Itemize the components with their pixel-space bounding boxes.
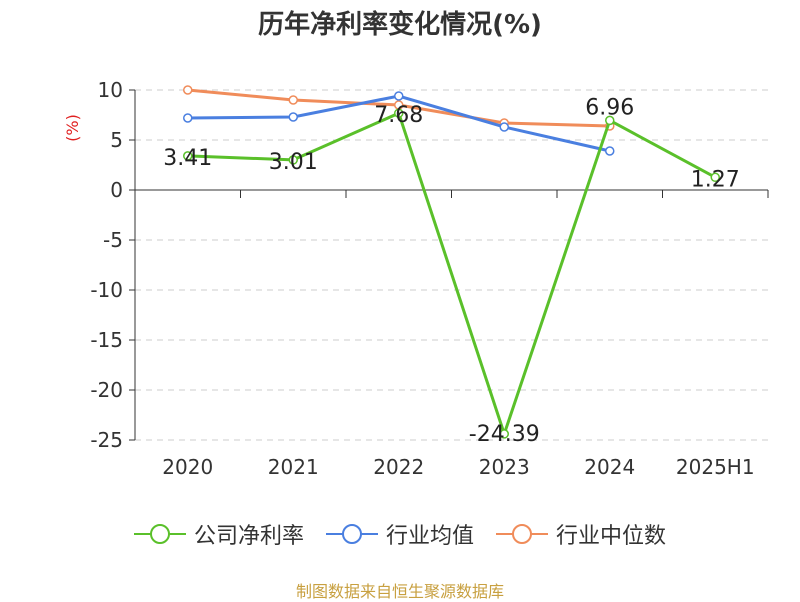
legend-marker-icon — [133, 524, 186, 544]
data-point — [605, 146, 615, 156]
legend-marker-icon — [325, 524, 378, 544]
data-point — [394, 91, 404, 101]
data-point — [183, 85, 193, 95]
data-label: 7.68 — [374, 103, 423, 128]
x-tick-label: 2023 — [479, 455, 530, 479]
data-point — [605, 115, 615, 126]
data-label: 6.96 — [585, 95, 634, 120]
legend-item: 行业均值 — [325, 518, 474, 550]
data-point — [710, 172, 720, 183]
x-tick-label: 2024 — [584, 455, 635, 479]
x-tick-label: 2021 — [268, 455, 319, 479]
grid-layer — [135, 89, 768, 441]
data-point — [394, 108, 404, 118]
legend-item: 行业中位数 — [496, 518, 666, 550]
y-tick-label: 0 — [110, 178, 123, 202]
x-tick-label: 2022 — [373, 455, 424, 479]
legend-label: 行业均值 — [385, 524, 474, 549]
data-label: 3.41 — [163, 146, 212, 171]
axis-layer: 10 5 0 -5 -10 -15 -20 -25 2020 2021 2022 2023 2024 20… — [90, 78, 769, 479]
x-tick-label: 2025H1 — [676, 455, 755, 479]
data-point — [288, 95, 298, 105]
data-point — [499, 122, 509, 132]
data-point — [499, 429, 509, 439]
data-point — [288, 112, 298, 122]
data-label: -24.39 — [469, 422, 540, 447]
legend-item: 公司净利率 — [133, 518, 304, 550]
legend-label: 行业中位数 — [556, 524, 667, 549]
y-axis-label: (%) — [63, 114, 82, 142]
data-point — [183, 113, 193, 123]
data-label: 3.01 — [269, 150, 318, 175]
x-tick-label: 2020 — [162, 455, 213, 479]
y-tick-label: 5 — [110, 128, 123, 152]
legend-label: 公司净利率 — [193, 524, 304, 549]
legend: 公司净利率 行业均值 行业中位数 — [0, 518, 800, 550]
y-tick-label: -10 — [90, 278, 123, 302]
chart-title: 历年净利率变化情况(%) — [258, 10, 542, 40]
data-label-layer: 3.41 3.01 7.68 -24.39 6.96 1.27 — [163, 95, 740, 447]
data-point — [288, 155, 298, 165]
series-line — [187, 111, 716, 439]
data-label: 1.27 — [691, 167, 740, 192]
data-point — [183, 151, 193, 161]
y-tick-label: -25 — [90, 428, 123, 452]
y-tick-label: -15 — [90, 328, 123, 352]
y-tick-label: -5 — [103, 228, 123, 252]
legend-marker-icon — [496, 524, 548, 544]
series-layer — [183, 85, 720, 439]
source-note: 制图数据来自恒生聚源数据库 — [295, 582, 504, 601]
y-tick-label: -20 — [90, 378, 123, 402]
y-tick-label: 10 — [98, 78, 123, 102]
